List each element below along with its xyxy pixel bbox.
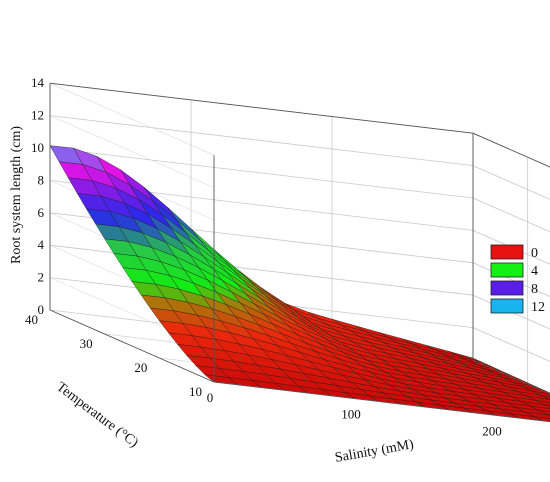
legend-label: 8 [531,282,538,297]
temperature-tick-label: 20 [134,360,147,375]
temperature-tick-label: 40 [25,312,38,327]
z-axis-label: Root system length (cm) [9,126,24,264]
side-wall-gridline [472,165,550,200]
y-axis-label: Temperature (°C) [53,380,141,451]
z-tick-label: 8 [38,172,45,187]
legend: 0 4 8 12 [490,244,545,315]
box-edge [472,132,550,168]
z-tick-label: 4 [38,237,45,252]
legend-swatch [490,298,524,314]
salinity-tick-label: 200 [482,423,502,438]
z-tick-label: 6 [38,205,45,220]
salinity-tick-label: 100 [341,407,361,422]
x-axis-label: Salinity (mM) [334,437,415,466]
box-edge [49,82,474,134]
temperature-tick-label: 30 [80,336,93,351]
legend-label: 12 [531,300,545,315]
surface-patch [544,404,550,408]
box-edge [213,381,550,423]
left-wall-gridline [49,82,215,156]
side-wall-gridline [472,230,550,265]
z-tick-label: 14 [31,75,45,90]
legend-swatch [490,244,524,260]
left-wall-gridline [49,115,215,188]
box-edge [472,359,550,395]
legend-label: 4 [531,264,538,279]
z-tick-label: 0 [38,302,45,317]
back-wall-gridline [49,147,474,199]
z-tick-label: 10 [31,140,44,155]
legend-swatch [490,262,524,278]
salinity-tick-label: 0 [207,390,214,405]
z-tick-label: 12 [31,108,44,123]
surface-layer [49,145,550,422]
legend-swatch [490,280,524,296]
back-wall-gridline [49,115,474,166]
temperature-tick-label: 10 [189,384,202,399]
box-edge [49,309,215,383]
legend-label: 0 [531,246,538,261]
axes-layer [49,82,550,423]
side-wall-gridline [472,327,550,362]
labels-layer: 02468101214010020030010203040 [25,75,502,438]
side-wall-gridline [472,197,550,233]
z-tick-label: 2 [38,270,45,285]
